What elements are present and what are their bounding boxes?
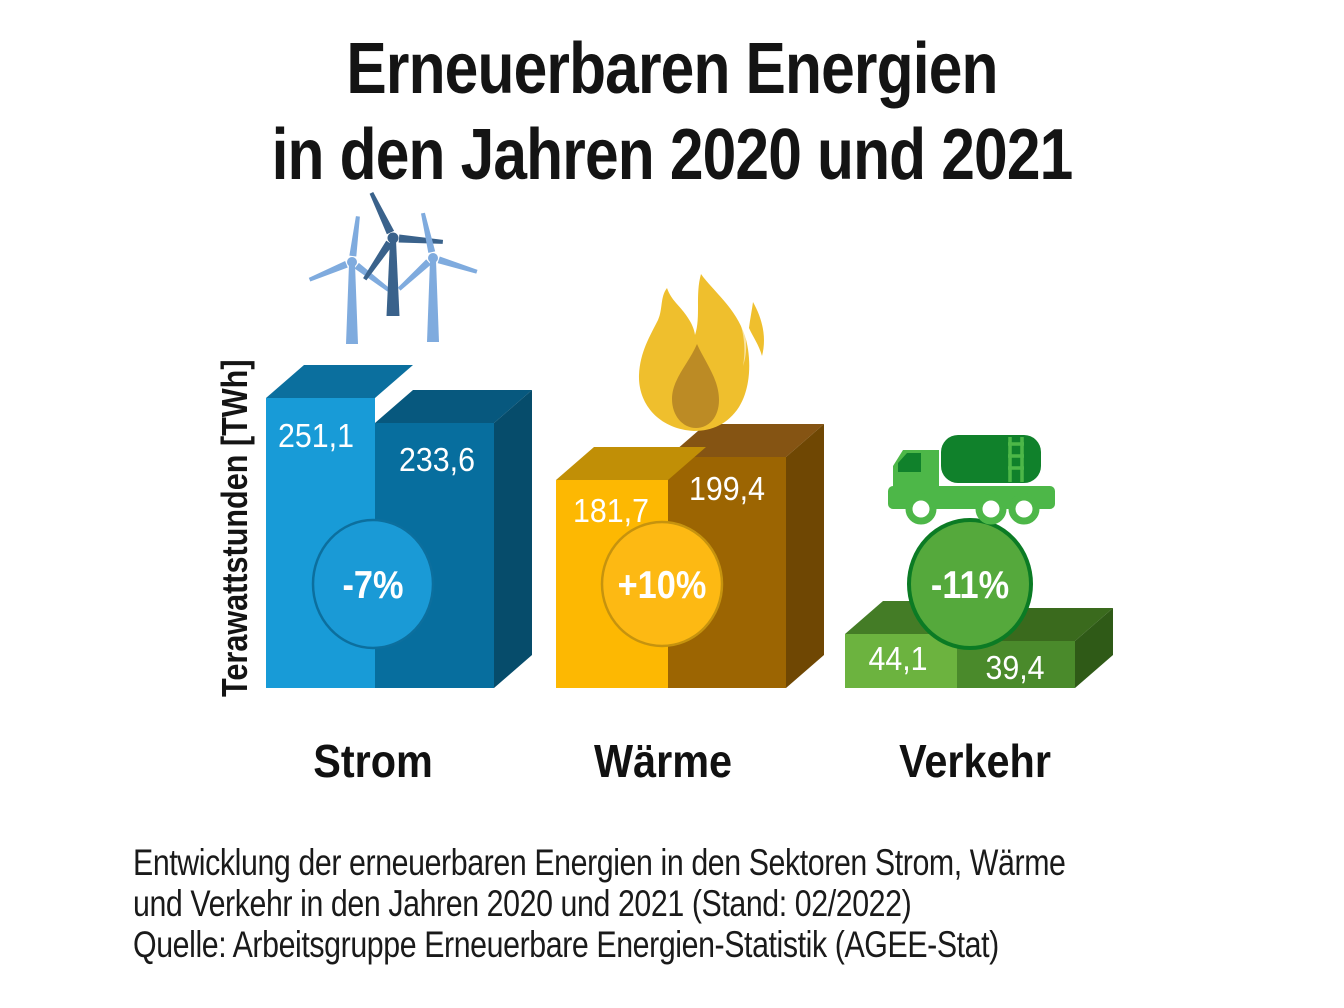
verkehr-change-label: -11%	[931, 563, 1009, 607]
verkehr-2020-bar	[845, 634, 957, 688]
strom-2020-value: 251,1	[278, 417, 354, 454]
strom-2021-bar-side-face	[494, 390, 532, 688]
flame-icon	[638, 274, 764, 431]
caption-line-3: Quelle: Arbeitsgruppe Erneuerbare Energi…	[133, 924, 999, 965]
page-title: Erneuerbaren Energien in den Jahren 2020…	[108, 26, 1237, 198]
waerme-change-label: +10%	[618, 563, 707, 607]
verkehr-change-badge	[907, 518, 1033, 650]
bar-group-strom: 251,1 233,6 -7%	[266, 365, 532, 688]
title-line-1: Erneuerbaren Energien	[346, 29, 998, 109]
waerme-2020-bar-top-face	[556, 447, 706, 480]
verkehr-2021-value: 39,4	[985, 649, 1044, 686]
strom-2021-value: 233,6	[399, 441, 475, 478]
verkehr-2020-value: 44,1	[868, 640, 927, 677]
strom-change-label: -7%	[342, 563, 403, 607]
waerme-2021-value: 199,4	[689, 470, 765, 507]
tanker-truck-icon	[888, 435, 1055, 525]
strom-2021-bar-top-face	[375, 390, 532, 423]
caption: Entwicklung der erneuerbaren Energien in…	[133, 842, 1066, 965]
strom-2020-bar-top-face	[266, 365, 413, 398]
bar-group-verkehr: -11% 44,1 39,4	[845, 518, 1113, 688]
y-axis-label: Terawattstunden [TWh]	[216, 359, 256, 697]
bar-group-waerme: 181,7 199,4 +10%	[556, 424, 824, 688]
waerme-2020-value: 181,7	[573, 492, 649, 529]
waerme-change-badge	[600, 520, 724, 648]
category-label-waerme: Wärme	[594, 736, 732, 788]
strom-change-badge	[311, 518, 435, 650]
verkehr-2021-bar-side-face	[1075, 608, 1113, 688]
category-label-strom: Strom	[313, 736, 433, 788]
wind-turbines-icon	[308, 192, 478, 344]
waerme-2021-bar-top-face	[668, 424, 824, 457]
caption-line-1: Entwicklung der erneuerbaren Energien in…	[133, 842, 1066, 883]
caption-line-2: und Verkehr in den Jahren 2020 und 2021 …	[133, 883, 912, 924]
category-label-verkehr: Verkehr	[899, 736, 1051, 788]
waerme-2021-bar-side-face	[786, 424, 824, 688]
title-line-2: in den Jahren 2020 und 2021	[271, 115, 1074, 195]
